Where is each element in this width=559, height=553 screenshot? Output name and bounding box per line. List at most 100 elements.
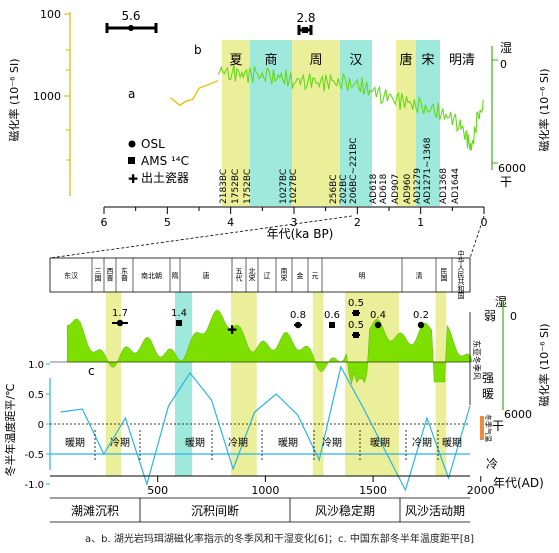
b-age-label-6: 0.4 bbox=[370, 310, 386, 321]
c-x-tick-500: 500 bbox=[147, 484, 168, 497]
top-x-tick-6: 6 bbox=[101, 216, 108, 229]
top-band-1 bbox=[250, 40, 292, 206]
b-age-label-5: 0.5 bbox=[348, 320, 364, 331]
c-period-4: 暖期 bbox=[278, 436, 298, 449]
bottom-bands bbox=[106, 290, 447, 476]
date-label-14: AD1368 bbox=[439, 168, 449, 204]
dynasty-cell-7-1: 代 bbox=[236, 274, 243, 283]
dynasty-cell-0: 东汉 bbox=[64, 271, 78, 280]
b-porcelain-marker: ✚ bbox=[227, 323, 237, 337]
susceptibility-fill bbox=[50, 309, 473, 385]
legend-osl: OSL bbox=[141, 137, 165, 151]
dynasty-cell-10-0: 南 bbox=[281, 267, 288, 276]
bottom-band-2 bbox=[230, 290, 257, 476]
c-y-tick-1: 0.5 bbox=[28, 390, 44, 401]
dynasty-label-6: 明清 bbox=[449, 53, 475, 68]
legend-porcelain: 出土瓷器 bbox=[141, 171, 189, 185]
top-band-0 bbox=[222, 40, 250, 206]
dynasty-cell-1-1: 国 bbox=[95, 275, 102, 283]
b-age-markers: 1.7 1.4 0.8 0.6 0.5 0.5 0.4 0.2 ✚ bbox=[112, 298, 429, 338]
curve-b-line bbox=[217, 64, 484, 151]
bottom-band-4 bbox=[345, 290, 399, 476]
c-y-tick-4: -1.0 bbox=[24, 480, 44, 491]
dynasty-cell-16-2: 人 bbox=[458, 264, 465, 272]
c-period-6: 暖期 bbox=[370, 436, 390, 449]
b-strength-label: 东亚冬季风 bbox=[472, 340, 482, 380]
curve-label-a: a bbox=[128, 87, 135, 101]
b-age-label-4: 0.5 bbox=[348, 298, 364, 309]
b-marker-6 bbox=[374, 321, 382, 329]
b-warm-label: 暖 bbox=[482, 387, 494, 401]
c-period-8: 暖期 bbox=[442, 436, 462, 449]
dynasty-cell-2-1: 晋 bbox=[107, 275, 114, 283]
top-x-tick-1: 1 bbox=[417, 216, 424, 229]
susceptibility-area bbox=[66, 309, 473, 385]
c-period-1: 冷期 bbox=[110, 436, 130, 449]
right-axis-title: 磁化率 (10⁻⁶ SI) bbox=[537, 68, 551, 151]
dynasty-cell-12: 元 bbox=[312, 272, 319, 280]
bottom-band-3 bbox=[312, 290, 324, 476]
top-band-3 bbox=[340, 40, 372, 206]
date-label-8: AD618 bbox=[369, 173, 379, 204]
date-label-10: AD907 bbox=[391, 174, 401, 204]
dynasty-cell-16-3: 民 bbox=[458, 271, 465, 279]
top-band-2 bbox=[292, 40, 340, 206]
c-y-tick-0: 1.0 bbox=[28, 360, 44, 371]
phase-3: 风沙活动期 bbox=[405, 504, 465, 518]
c-curve-label: c bbox=[88, 364, 95, 378]
date-label-13: AD1271~1368 bbox=[423, 137, 433, 204]
dynasty-cell-4: 南北朝 bbox=[141, 271, 162, 280]
right-tick-0: 0 bbox=[500, 58, 507, 71]
phase-1: 沉积间断 bbox=[191, 503, 239, 518]
b-age-label-3: 0.6 bbox=[324, 310, 340, 321]
dynasty-cell-15-1: 国 bbox=[441, 275, 448, 283]
dynasty-cell-16-6: 国 bbox=[458, 292, 465, 300]
right-bottom-label: 干 bbox=[500, 175, 512, 189]
date-label-6: 202BC bbox=[339, 175, 349, 204]
b-marker-1 bbox=[176, 320, 182, 326]
left-axis-title: 磁化率 (10⁻⁶ SI) bbox=[7, 58, 21, 141]
c-y-tick-2: 0 bbox=[38, 420, 44, 431]
b-axis-title: 磁化率 (10⁻⁶ SI) bbox=[537, 323, 551, 406]
c-y-axis-title: 冬半年温度距平/℃ bbox=[3, 383, 17, 476]
right-axis: 湿 0 6000 干 磁化率 (10⁻⁶ SI) bbox=[491, 40, 551, 189]
date-label-5: 256BC bbox=[329, 175, 339, 204]
top-dynasty-bands: 夏 商 周 汉 唐宋明清 bbox=[222, 40, 475, 206]
date-label-0: 2183BC bbox=[219, 169, 229, 204]
top-x-tick-5: 5 bbox=[164, 216, 171, 229]
dynasty-cell-1-0: 三 bbox=[95, 268, 102, 276]
b-tick-6000: 6000 bbox=[504, 408, 532, 421]
b-marker-5 bbox=[353, 332, 359, 338]
date-label-11: AD960 bbox=[403, 173, 413, 204]
dynasty-label-4: 唐 bbox=[399, 52, 412, 68]
phase-bar: 潮滩沉积 沉积间断 风沙稳定期 风沙活动期 bbox=[50, 497, 470, 523]
b-marker-0 bbox=[116, 319, 124, 327]
phase-2: 风沙稳定期 bbox=[315, 503, 375, 518]
b-marker-3 bbox=[329, 322, 335, 328]
b-age-label-1: 1.4 bbox=[171, 308, 187, 319]
b-age-label-0: 1.7 bbox=[112, 308, 128, 319]
c-period-0: 暖期 bbox=[65, 436, 85, 449]
dynasty-cell-10-1: 宋 bbox=[281, 274, 288, 283]
bottom-band-0 bbox=[106, 290, 122, 476]
c-period-3: 冷期 bbox=[228, 436, 248, 449]
c-period-2: 暖期 bbox=[185, 436, 205, 449]
c-x-tick-1500: 1500 bbox=[359, 484, 387, 497]
dynasty-cell-5: 隋 bbox=[172, 271, 179, 280]
c-period-7: 冷期 bbox=[412, 436, 432, 449]
date-label-12: AD1279 bbox=[413, 168, 423, 204]
b-marker-2 bbox=[294, 321, 302, 329]
bottom-band-5 bbox=[435, 290, 447, 476]
top-curves bbox=[170, 64, 484, 151]
b-cold-label: 冷 bbox=[486, 457, 498, 471]
dynasty-cell-15-0: 民 bbox=[441, 268, 448, 276]
dynasty-cell-16-5: 和 bbox=[458, 284, 465, 293]
top-x-tick-0: 0 bbox=[481, 216, 488, 229]
b-tick-0: 0 bbox=[510, 310, 517, 323]
top-x-tick-4: 4 bbox=[227, 216, 234, 229]
left-tick-1000: 1000 bbox=[33, 90, 61, 103]
c-right-label: 冬季气温 bbox=[484, 414, 493, 442]
dynasty-cell-8-0: 北 bbox=[249, 268, 256, 276]
date-label-15: AD1644 bbox=[451, 168, 461, 204]
